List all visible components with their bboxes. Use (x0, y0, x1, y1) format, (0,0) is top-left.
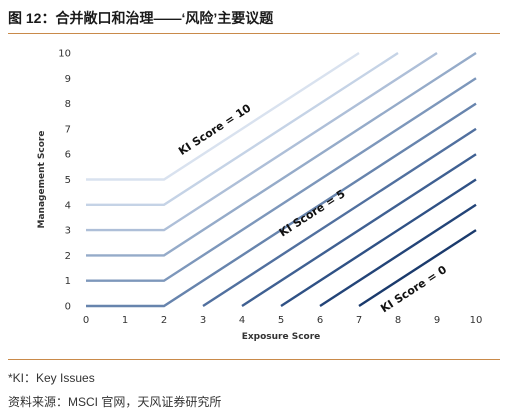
x-tick-label: 6 (317, 315, 323, 326)
y-tick-label: 8 (65, 99, 71, 110)
series-line-5 (86, 77, 477, 282)
y-tick-label: 4 (65, 200, 71, 211)
series-line-7 (202, 127, 477, 308)
y-tick-label: 9 (65, 74, 71, 85)
x-tick-label: 2 (161, 315, 167, 326)
x-tick-label: 10 (470, 315, 483, 326)
series-line-11 (358, 229, 477, 308)
y-axis-title: Management Score (37, 131, 47, 229)
series-line-3 (86, 51, 438, 232)
series-line-9 (280, 178, 477, 308)
x-tick-label: 9 (434, 315, 440, 326)
series-line-10 (319, 203, 477, 308)
figure-title: 图 12：合并敞口和治理——‘风险’主要议题 (8, 10, 274, 26)
x-axis-title: Exposure Score (242, 332, 321, 342)
x-tick-label: 1 (122, 315, 128, 326)
series-line-8 (241, 153, 477, 308)
y-tick-label: 0 (65, 302, 71, 313)
y-tick-label: 7 (65, 124, 71, 135)
series-line-4 (86, 51, 477, 257)
series-line-1 (86, 51, 360, 181)
footnote: *KI：Key Issues (8, 371, 95, 385)
x-tick-label: 4 (239, 315, 245, 326)
series-line-2 (86, 51, 399, 207)
y-tick-label: 2 (65, 251, 71, 262)
title-divider (8, 33, 500, 34)
y-tick-label: 1 (65, 276, 71, 287)
x-tick-label: 8 (395, 315, 401, 326)
y-tick-label: 3 (65, 226, 71, 237)
y-tick-label: 5 (65, 175, 71, 186)
line-chart: 0 1 2 3 4 5 6 7 8 9 10 0 1 2 3 4 5 6 7 8 9 10 Exposure Score Ma… (37, 49, 483, 343)
footer-divider (8, 359, 500, 360)
x-tick-label: 0 (83, 315, 89, 326)
x-tick-label: 7 (356, 315, 362, 326)
x-tick-label: 5 (278, 315, 284, 326)
y-tick-label: 10 (58, 49, 71, 60)
ki-score-annotation: KI Score = 5 (277, 187, 348, 239)
x-tick-label: 3 (200, 315, 206, 326)
y-tick-label: 6 (65, 150, 71, 161)
series-line-6 (86, 102, 477, 308)
source-note: 资料来源：MSCI 官网，天风证券研究所 (8, 395, 222, 409)
